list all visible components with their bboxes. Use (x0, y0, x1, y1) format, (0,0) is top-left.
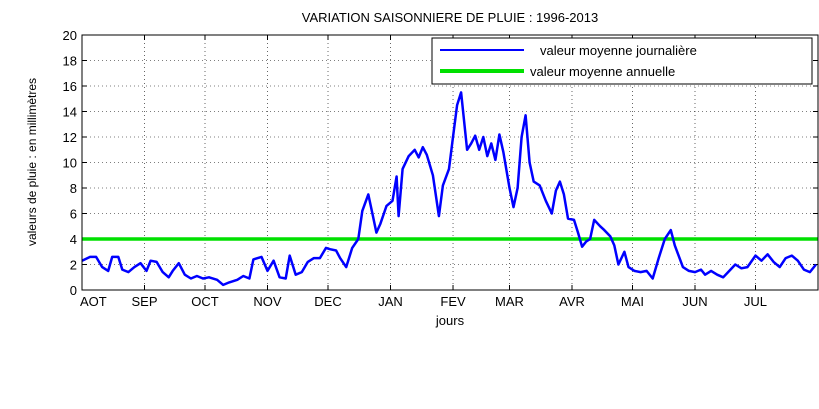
y-tick-label: 18 (63, 54, 77, 69)
legend-label: valeur moyenne journalière (540, 43, 697, 58)
y-tick-label: 8 (70, 181, 77, 196)
y-tick-label: 10 (63, 156, 77, 171)
y-axis-label: valeurs de pluie : en millimètres (25, 78, 39, 246)
x-tick-label: FEV (440, 294, 466, 309)
x-tick-label: NOV (253, 294, 282, 309)
chart-title: VARIATION SAISONNIERE DE PLUIE : 1996-20… (302, 10, 598, 25)
x-tick-label: OCT (191, 294, 219, 309)
y-tick-label: 14 (63, 105, 77, 120)
x-tick-label: AVR (559, 294, 585, 309)
y-tick-label: 20 (63, 28, 77, 43)
y-tick-label: 2 (70, 258, 77, 273)
y-tick-label: 16 (63, 79, 77, 94)
y-tick-label: 4 (70, 232, 77, 247)
legend-box (431, 37, 813, 85)
x-tick-label: SEP (132, 294, 158, 309)
legend-label: valeur moyenne annuelle (530, 64, 675, 79)
x-tick-label: AOT (80, 294, 107, 309)
data-line (81, 91, 817, 287)
x-axis-label: jours (435, 313, 465, 328)
x-tick-label: JUN (682, 294, 707, 309)
x-tick-label: JUL (744, 294, 767, 309)
y-tick-label: 12 (63, 130, 77, 145)
y-tick-label: 0 (70, 283, 77, 298)
x-tick-label: JAN (378, 294, 403, 309)
x-tick-label: MAR (495, 294, 524, 309)
y-tick-label: 6 (70, 207, 77, 222)
x-tick-label: MAI (621, 294, 644, 309)
plot-frame (81, 34, 819, 291)
x-tick-label: DEC (314, 294, 341, 309)
